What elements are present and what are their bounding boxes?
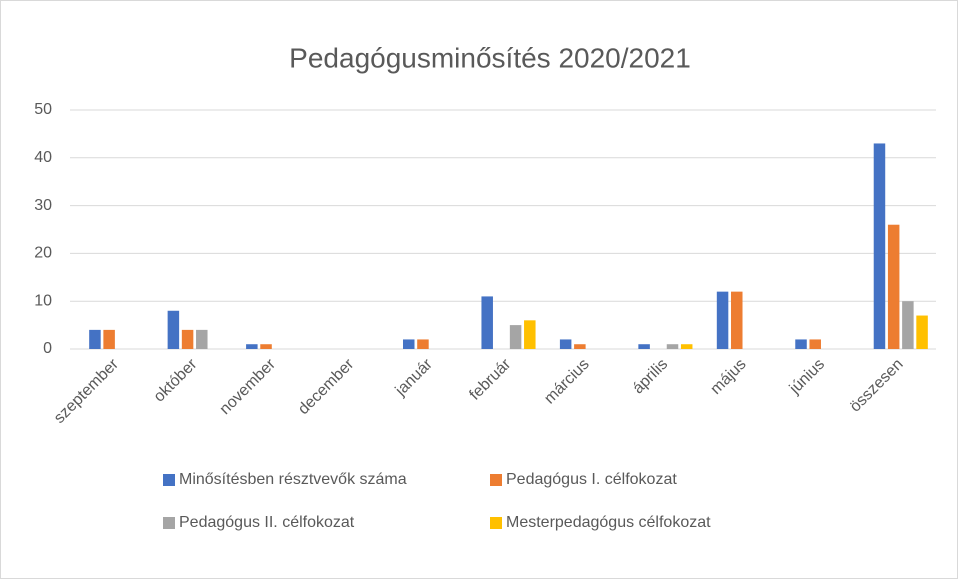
y-tick-label: 0 [43,340,52,357]
legend-label: Mesterpedagógus célfokozat [506,514,711,531]
bar [167,310,180,349]
y-tick-label: 10 [34,292,52,309]
chart-title: Pedagógusminősítés 2020/2021 [289,42,691,73]
legend-swatch [490,517,502,529]
y-tick-label: 40 [34,149,52,166]
bar [89,329,101,349]
legend-swatch [163,474,175,486]
bar [574,344,586,349]
bar [260,344,272,349]
bar [103,329,115,349]
bar [809,339,821,349]
bar [680,344,693,349]
bar [402,339,415,349]
bar [638,344,650,349]
bar [887,224,900,349]
legend-label: Pedagógus I. célfokozat [506,471,677,488]
bar [666,344,679,349]
bar [795,339,807,349]
bar [481,296,493,349]
bar [902,301,914,349]
bar [417,339,429,349]
bar [716,291,729,349]
bar [731,291,743,349]
bar [916,315,928,349]
legend-label: Minősítésben résztvevők száma [179,471,407,488]
bar [181,329,194,349]
bar [524,320,536,349]
bar [509,325,522,349]
y-tick-label: 50 [34,101,52,118]
y-tick-label: 30 [34,197,52,214]
y-tick-label: 20 [34,245,52,262]
bar [196,329,208,349]
bar [246,344,258,349]
legend-swatch [163,517,175,529]
legend-label: Pedagógus II. célfokozat [179,514,355,531]
bar [559,339,572,349]
legend-swatch [490,474,502,486]
bar [873,143,886,349]
